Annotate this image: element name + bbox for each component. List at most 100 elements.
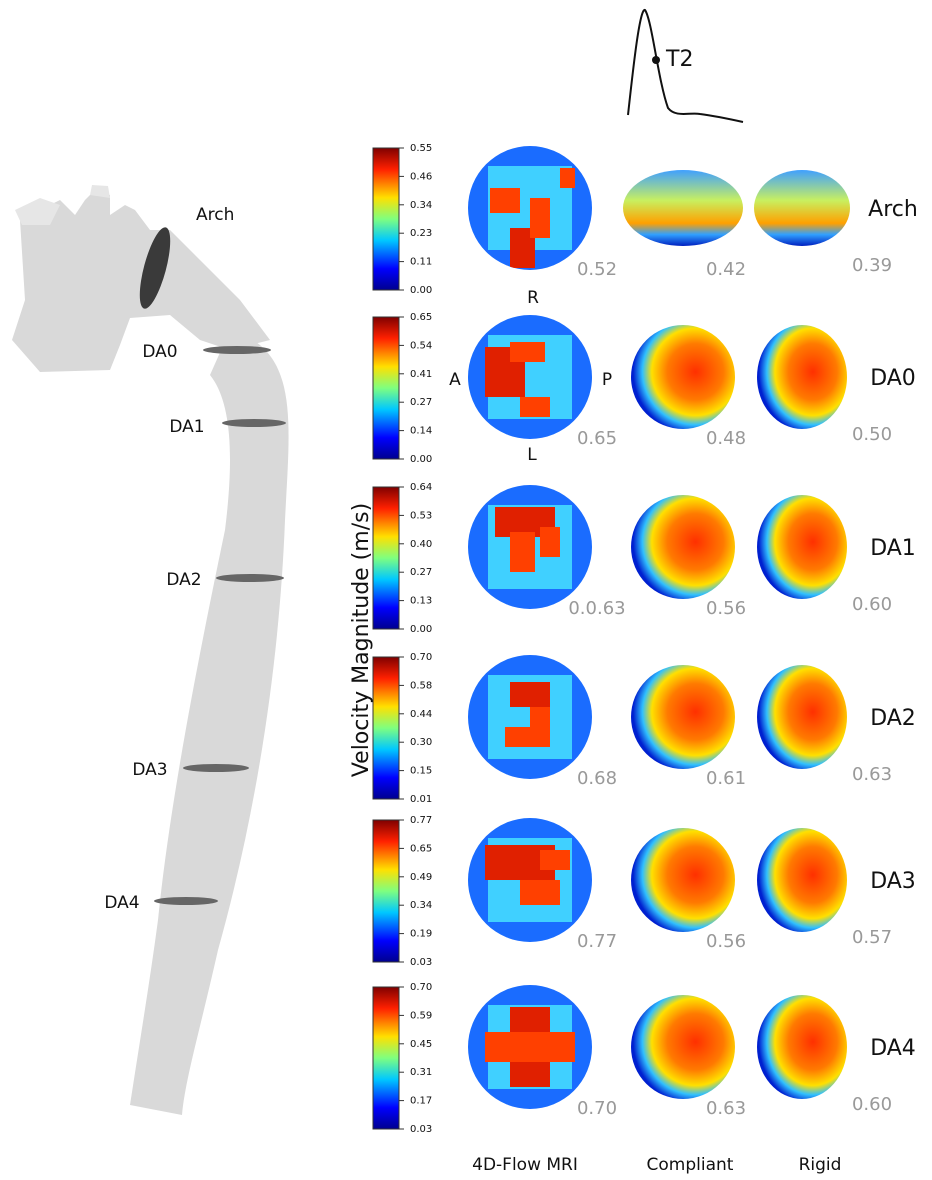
rigid-map bbox=[757, 995, 847, 1099]
column-label: Compliant bbox=[647, 1155, 734, 1175]
mri-value: 0.52 bbox=[577, 259, 617, 280]
compliant-value: 0.63 bbox=[706, 1098, 746, 1119]
orientation-label: P bbox=[602, 370, 612, 390]
colorbar-label: Velocity Magnitude (m/s) bbox=[349, 503, 374, 777]
rigid-value: 0.50 bbox=[852, 424, 892, 445]
colorbar-tick-label: 0.49 bbox=[410, 872, 432, 883]
mri-cells bbox=[468, 655, 592, 779]
row-label: Arch bbox=[868, 197, 918, 222]
mri-cells bbox=[468, 146, 592, 270]
compliant-value: 0.61 bbox=[706, 768, 746, 789]
compliant-map bbox=[631, 325, 735, 429]
colorbar bbox=[373, 148, 399, 290]
colorbar-tick-label: 0.34 bbox=[410, 900, 432, 911]
compliant-value: 0.42 bbox=[706, 259, 746, 280]
colorbar-tick-label: 0.70 bbox=[410, 652, 432, 663]
orientation-label: L bbox=[527, 445, 537, 465]
colorbar-tick-label: 0.34 bbox=[410, 200, 432, 211]
colorbar-tick-label: 0.44 bbox=[410, 709, 432, 720]
mri-cells bbox=[468, 985, 592, 1109]
colorbar bbox=[373, 487, 399, 629]
compliant-map bbox=[631, 495, 735, 599]
colorbar-tick-label: 0.58 bbox=[410, 680, 432, 691]
rigid-value: 0.57 bbox=[852, 927, 892, 948]
mri-hot bbox=[560, 168, 575, 188]
mri-value: 0.65 bbox=[577, 428, 617, 449]
colorbar-tick-label: 0.59 bbox=[410, 1010, 432, 1021]
row-label: DA0 bbox=[870, 366, 916, 391]
mri-hot bbox=[540, 850, 570, 870]
colorbar-tick-label: 0.53 bbox=[410, 510, 432, 521]
rigid-value: 0.63 bbox=[852, 764, 892, 785]
colorbar bbox=[373, 987, 399, 1129]
aorta-label: DA2 bbox=[166, 570, 201, 590]
compliant-map bbox=[623, 170, 743, 246]
colorbar-tick-label: 0.41 bbox=[410, 369, 432, 380]
rigid-map bbox=[757, 495, 847, 599]
compliant-value: 0.56 bbox=[706, 931, 746, 952]
rigid-value: 0.60 bbox=[852, 1094, 892, 1115]
rigid-map bbox=[757, 665, 847, 769]
mri-map bbox=[468, 146, 592, 270]
mri-map bbox=[468, 315, 592, 439]
mri-hot bbox=[505, 727, 535, 747]
mri-hot bbox=[530, 198, 550, 238]
colorbar bbox=[373, 657, 399, 799]
aorta-label: DA4 bbox=[104, 893, 139, 913]
colorbar-tick-label: 0.77 bbox=[410, 815, 432, 826]
aorta bbox=[12, 185, 289, 1115]
mri-hot bbox=[520, 397, 550, 417]
aorta-label: DA1 bbox=[169, 417, 204, 437]
time-label: T2 bbox=[665, 47, 693, 72]
colorbar-tick-label: 0.19 bbox=[410, 929, 432, 940]
column-label: Rigid bbox=[799, 1155, 842, 1175]
rigid-map bbox=[757, 325, 847, 429]
colorbar-tick-label: 0.27 bbox=[410, 397, 432, 408]
mri-hot bbox=[510, 342, 545, 362]
compliant-map bbox=[631, 828, 735, 932]
colorbar-tick-label: 0.54 bbox=[410, 340, 432, 351]
colorbar-tick-label: 0.03 bbox=[410, 957, 432, 968]
compliant-value: 0.48 bbox=[706, 428, 746, 449]
colorbar-tick-label: 0.30 bbox=[410, 737, 432, 748]
colorbar-tick-label: 0.55 bbox=[410, 143, 432, 154]
colorbar-tick-label: 0.31 bbox=[410, 1067, 432, 1078]
mri-map bbox=[468, 485, 592, 609]
colorbar-tick-label: 0.14 bbox=[410, 426, 432, 437]
row-label: DA2 bbox=[870, 706, 916, 731]
mri-cells bbox=[468, 315, 592, 439]
colorbar-tick-label: 0.27 bbox=[410, 567, 432, 578]
colorbar-tick-label: 0.17 bbox=[410, 1096, 432, 1107]
mri-map bbox=[468, 985, 592, 1109]
orientation-label: A bbox=[449, 370, 461, 390]
rigid-map bbox=[757, 828, 847, 932]
mri-map bbox=[468, 818, 592, 942]
mri-map bbox=[468, 655, 592, 779]
orientation-label: R bbox=[527, 288, 539, 308]
mri-hot bbox=[510, 682, 550, 707]
colorbar-tick-label: 0.45 bbox=[410, 1039, 432, 1050]
mri-cells bbox=[468, 818, 592, 942]
colorbar-tick-label: 0.00 bbox=[410, 285, 432, 296]
mri-value: 0.70 bbox=[577, 1098, 617, 1119]
mri-hot bbox=[510, 532, 535, 572]
colorbar-tick-label: 0.13 bbox=[410, 596, 432, 607]
waveform: T2 bbox=[628, 10, 743, 122]
colorbar-tick-label: 0.01 bbox=[410, 794, 432, 805]
mri-cells bbox=[468, 485, 592, 609]
colorbar-tick-label: 0.70 bbox=[410, 982, 432, 993]
aorta-label: Arch bbox=[196, 205, 234, 225]
colorbar-tick-label: 0.11 bbox=[410, 257, 432, 268]
colorbar-tick-label: 0.65 bbox=[410, 843, 432, 854]
colorbar-tick-label: 0.00 bbox=[410, 454, 432, 465]
mri-value: 0.68 bbox=[577, 768, 617, 789]
colorbar-tick-label: 0.64 bbox=[410, 482, 432, 493]
colorbar-tick-label: 0.15 bbox=[410, 766, 432, 777]
rigid-value: 0.39 bbox=[852, 255, 892, 276]
aorta-label: DA0 bbox=[142, 342, 177, 362]
row-label: DA3 bbox=[870, 869, 916, 894]
colorbar-tick-label: 0.46 bbox=[410, 171, 432, 182]
compliant-map bbox=[631, 995, 735, 1099]
colorbar bbox=[373, 317, 399, 459]
compliant-map bbox=[631, 665, 735, 769]
